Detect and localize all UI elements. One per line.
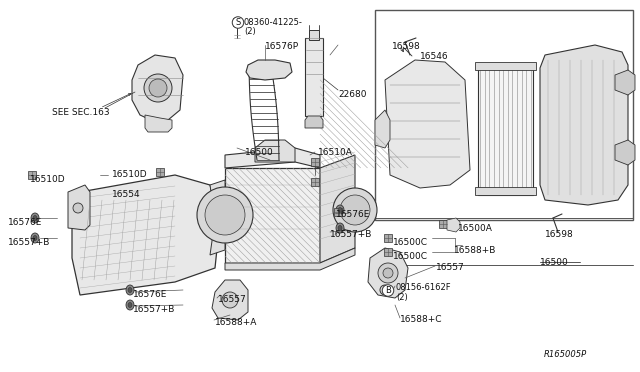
Text: 16557+B: 16557+B (133, 305, 175, 314)
Text: 08360-41225-: 08360-41225- (244, 18, 303, 27)
Polygon shape (447, 218, 460, 232)
Text: 16500A: 16500A (458, 224, 493, 233)
Text: 16500C: 16500C (393, 238, 428, 247)
Polygon shape (305, 116, 323, 128)
Text: 22680: 22680 (338, 90, 367, 99)
Text: R165005P: R165005P (544, 350, 587, 359)
Bar (478, 65, 533, 195)
Polygon shape (212, 280, 248, 320)
Text: 16557+B: 16557+B (8, 238, 51, 247)
Circle shape (333, 188, 377, 232)
Text: 16588+A: 16588+A (215, 318, 257, 327)
Text: 16500C: 16500C (393, 252, 428, 261)
Ellipse shape (338, 208, 342, 212)
Circle shape (73, 203, 83, 213)
Text: 16576E: 16576E (336, 210, 371, 219)
Text: 16576P: 16576P (265, 42, 299, 51)
Ellipse shape (126, 300, 134, 310)
Polygon shape (311, 178, 319, 186)
Bar (305, 38, 323, 116)
Ellipse shape (128, 288, 132, 292)
Text: (2): (2) (244, 27, 256, 36)
Circle shape (205, 195, 245, 235)
Polygon shape (255, 140, 295, 162)
Circle shape (149, 79, 167, 97)
Polygon shape (540, 45, 628, 205)
Text: 16554: 16554 (112, 190, 141, 199)
Polygon shape (246, 60, 292, 80)
Polygon shape (233, 18, 241, 26)
Polygon shape (132, 55, 183, 122)
Text: 16510D: 16510D (30, 175, 66, 184)
Circle shape (340, 195, 370, 225)
Ellipse shape (336, 205, 344, 215)
Polygon shape (225, 148, 320, 168)
Ellipse shape (336, 223, 344, 233)
Polygon shape (439, 220, 447, 228)
Circle shape (144, 74, 172, 102)
Bar (309, 30, 319, 40)
Text: S: S (236, 18, 241, 27)
Text: 16510A: 16510A (318, 148, 353, 157)
Text: (2): (2) (396, 293, 408, 302)
Text: 16588+C: 16588+C (400, 315, 442, 324)
Polygon shape (385, 60, 470, 188)
Polygon shape (145, 115, 172, 132)
Text: 16576E: 16576E (133, 290, 168, 299)
Polygon shape (368, 248, 408, 298)
Polygon shape (68, 185, 90, 230)
Text: 16598: 16598 (545, 230, 573, 239)
Circle shape (197, 187, 253, 243)
Text: 16510D: 16510D (112, 170, 148, 179)
Polygon shape (384, 248, 392, 256)
Ellipse shape (338, 225, 342, 231)
Circle shape (222, 292, 238, 308)
Ellipse shape (31, 233, 39, 243)
Polygon shape (615, 140, 635, 165)
Circle shape (380, 285, 390, 295)
Text: 16588+B: 16588+B (454, 246, 497, 255)
Text: 16598: 16598 (392, 42, 420, 51)
Text: 08156-6162F: 08156-6162F (396, 283, 452, 292)
Text: 16500: 16500 (540, 258, 569, 267)
Polygon shape (210, 180, 225, 255)
Ellipse shape (33, 215, 37, 221)
Text: 16576E: 16576E (8, 218, 42, 227)
Text: 16557: 16557 (218, 295, 247, 304)
Polygon shape (156, 168, 164, 176)
Text: 16557: 16557 (436, 263, 465, 272)
Polygon shape (28, 171, 36, 179)
Bar (375, 10, 633, 220)
Polygon shape (475, 62, 536, 70)
Polygon shape (225, 248, 355, 270)
Polygon shape (320, 155, 355, 263)
Polygon shape (311, 158, 319, 166)
Ellipse shape (33, 235, 37, 241)
Text: 16557+B: 16557+B (330, 230, 372, 239)
Text: 16500: 16500 (245, 148, 274, 157)
Polygon shape (334, 208, 342, 216)
Text: 16546: 16546 (420, 52, 449, 61)
Polygon shape (72, 175, 220, 295)
Circle shape (378, 263, 398, 283)
Ellipse shape (128, 302, 132, 308)
Polygon shape (384, 234, 392, 242)
Ellipse shape (126, 285, 134, 295)
Circle shape (383, 268, 393, 278)
Polygon shape (475, 187, 536, 195)
Text: SEE SEC.163: SEE SEC.163 (52, 108, 109, 117)
Polygon shape (615, 70, 635, 95)
Polygon shape (375, 110, 390, 148)
Text: B: B (385, 286, 391, 295)
Bar (225, 168, 320, 263)
Ellipse shape (31, 213, 39, 223)
